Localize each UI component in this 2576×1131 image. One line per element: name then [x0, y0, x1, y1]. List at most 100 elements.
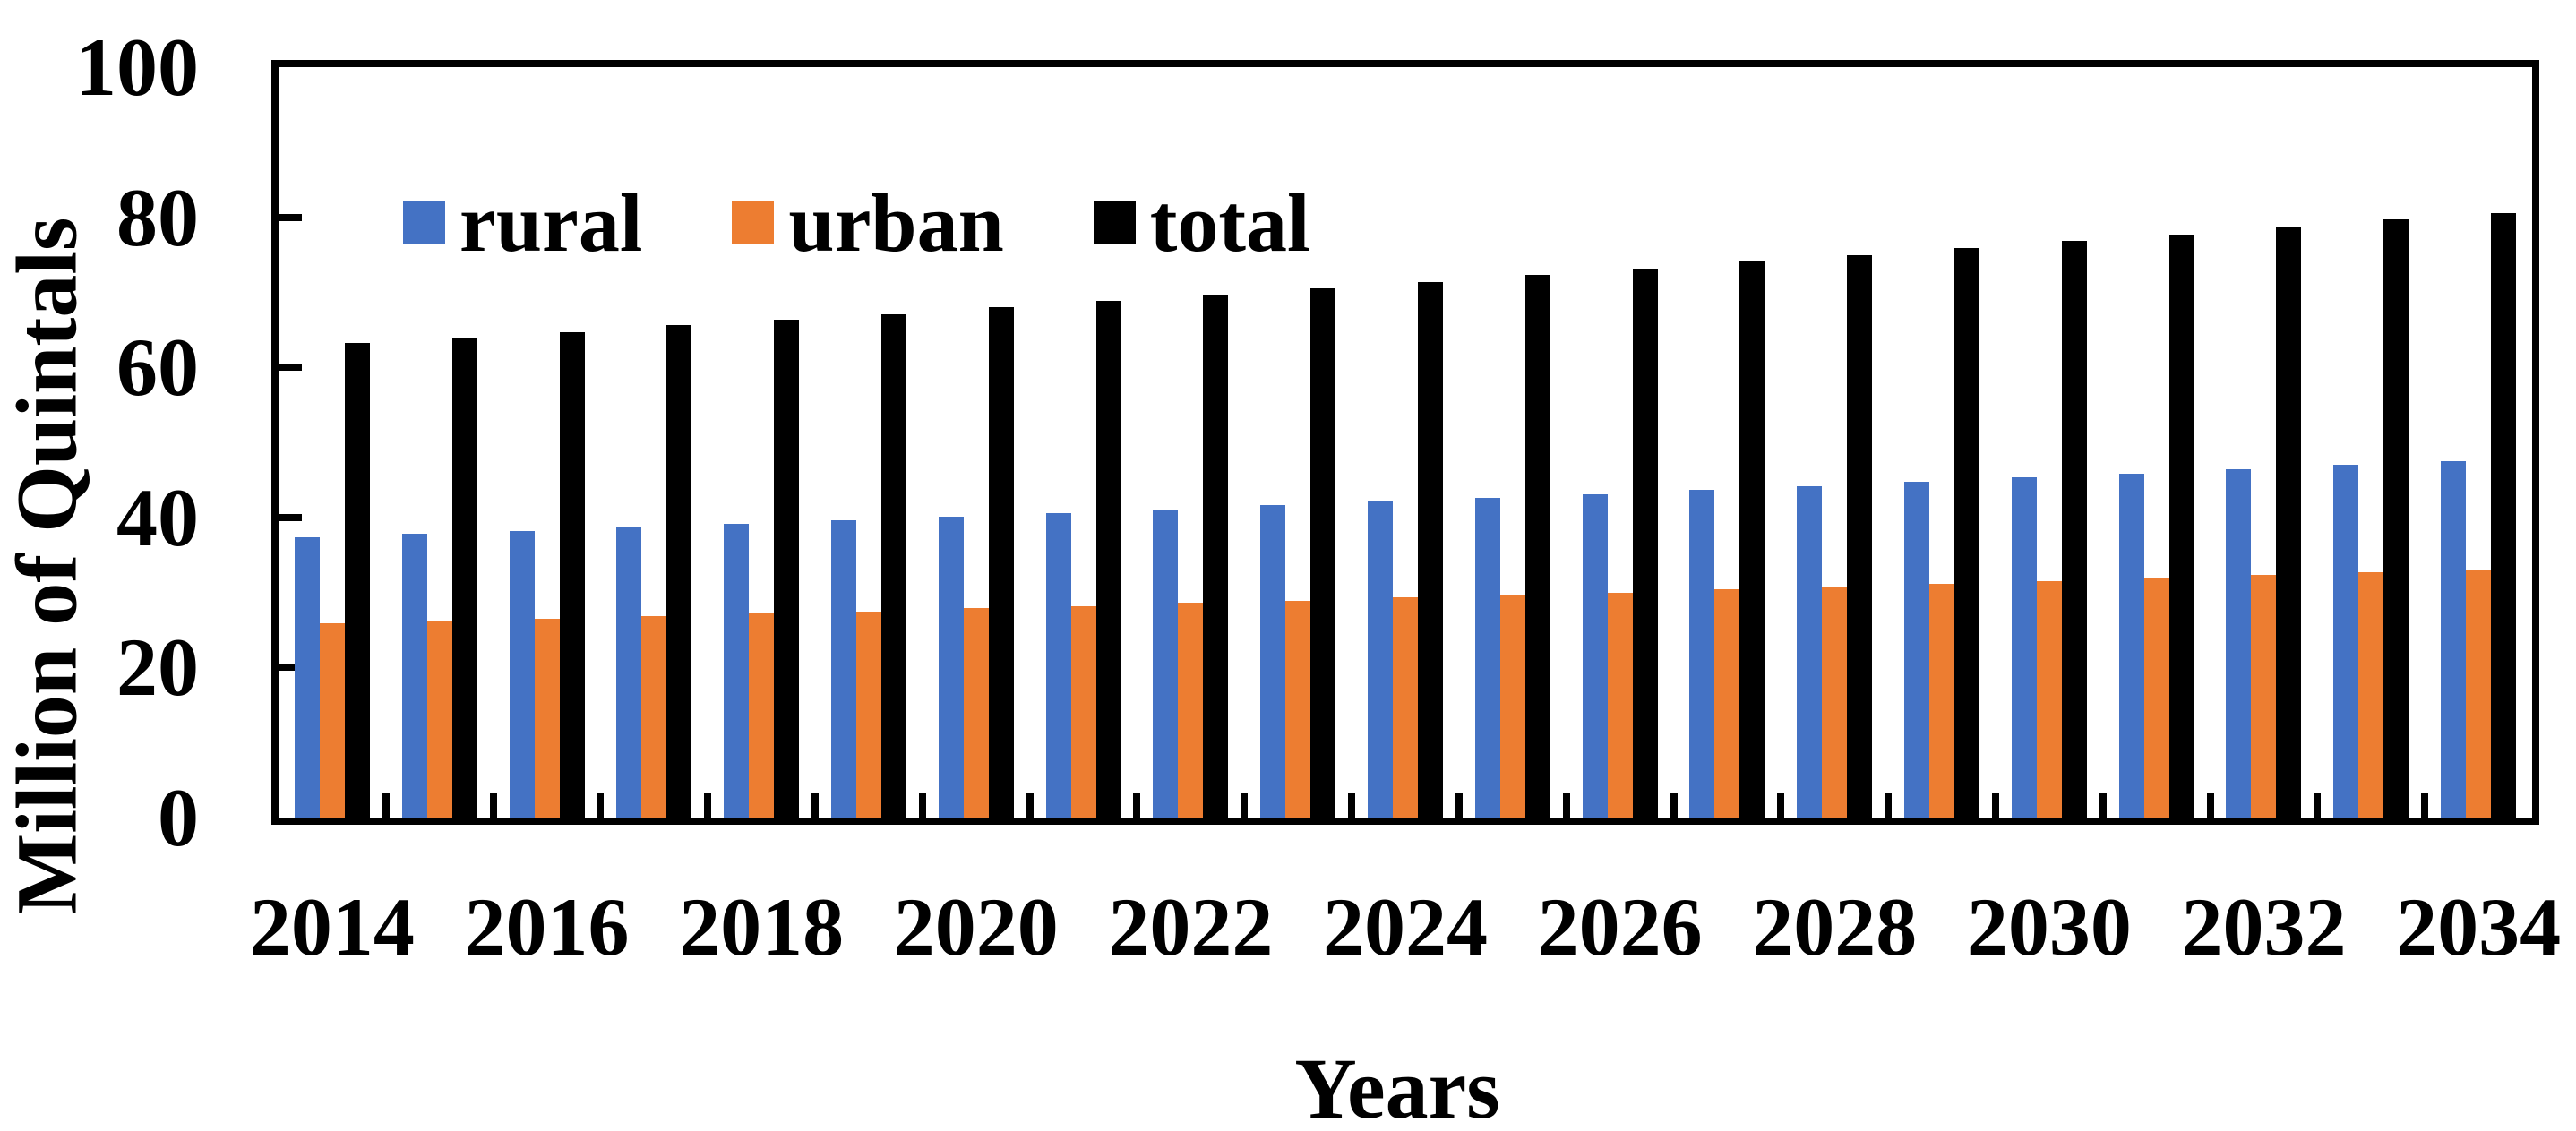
- x-tick-mark-5: [811, 793, 820, 818]
- bar-urban-2033: [2358, 571, 2384, 818]
- plot-area: [271, 60, 2539, 825]
- legend-item-rural: rural: [403, 180, 642, 266]
- bar-total-2029: [1954, 247, 1980, 818]
- x-tick-label-2020: 2020: [893, 881, 1059, 972]
- x-tick-mark-9: [1241, 793, 1249, 818]
- bar-rural-2019: [830, 520, 856, 818]
- x-tick-mark-1: [382, 793, 390, 818]
- legend-label-urban: urban: [788, 177, 1004, 269]
- x-tick-label-2018: 2018: [679, 881, 845, 972]
- bar-urban-2014: [319, 622, 345, 818]
- bar-total-2020: [988, 307, 1014, 818]
- bar-urban-2019: [855, 611, 881, 818]
- x-tick-label-2022: 2022: [1108, 881, 1274, 972]
- y-tick-label-20: 20: [116, 621, 199, 714]
- bar-total-2026: [1632, 269, 1658, 818]
- y-tick-label-40: 40: [116, 471, 199, 563]
- bar-total-2027: [1739, 261, 1765, 818]
- bar-total-2033: [2383, 219, 2409, 818]
- bar-urban-2025: [1499, 595, 1525, 818]
- x-tick-mark-3: [597, 793, 605, 818]
- x-tick-mark-20: [2421, 793, 2429, 818]
- x-tick-mark-16: [1991, 793, 1999, 818]
- bar-urban-2016: [534, 618, 560, 818]
- bar-rural-2032: [2226, 469, 2252, 818]
- bar-total-2018: [774, 319, 800, 818]
- bar-rural-2023: [1260, 505, 1286, 818]
- x-tick-mark-12: [1562, 793, 1570, 818]
- legend-swatch-rural-icon: [403, 201, 445, 244]
- x-tick-mark-15: [1885, 793, 1893, 818]
- x-tick-mark-17: [2099, 793, 2107, 818]
- bar-urban-2024: [1393, 597, 1418, 818]
- x-tick-mark-11: [1455, 793, 1463, 818]
- bar-urban-2021: [1070, 605, 1096, 818]
- bar-urban-2018: [749, 613, 775, 818]
- bar-total-2030: [2061, 241, 2087, 818]
- bar-urban-2030: [2036, 581, 2062, 818]
- x-axis-title: Years: [1294, 1041, 1500, 1131]
- x-tick-mark-10: [1348, 793, 1356, 818]
- bar-urban-2015: [426, 621, 452, 818]
- bar-rural-2022: [1153, 509, 1179, 818]
- x-tick-mark-8: [1133, 793, 1141, 818]
- bar-rural-2026: [1582, 493, 1608, 818]
- y-tick-mark-80: [279, 213, 302, 221]
- bar-total-2031: [2168, 234, 2194, 818]
- legend: rural urban total: [403, 180, 1310, 266]
- x-tick-label-2014: 2014: [249, 881, 415, 972]
- legend-swatch-total-icon: [1093, 201, 1136, 244]
- bar-total-2017: [666, 325, 692, 818]
- bar-total-2016: [559, 331, 585, 818]
- bar-urban-2023: [1285, 600, 1311, 818]
- bar-urban-2034: [2466, 569, 2492, 818]
- bar-urban-2032: [2251, 575, 2277, 818]
- bar-urban-2031: [2143, 578, 2169, 818]
- bar-urban-2029: [1929, 583, 1955, 818]
- legend-item-urban: urban: [732, 177, 1004, 269]
- legend-item-total: total: [1093, 177, 1310, 269]
- x-tick-mark-13: [1670, 793, 1678, 818]
- bar-total-2032: [2276, 227, 2302, 818]
- bar-rural-2021: [1045, 512, 1071, 818]
- bar-rural-2020: [938, 516, 964, 818]
- legend-label-rural: rural: [459, 177, 643, 269]
- x-tick-mark-14: [1777, 793, 1785, 818]
- bar-rural-2015: [401, 534, 427, 818]
- bar-rural-2031: [2118, 474, 2144, 818]
- bar-rural-2024: [1368, 501, 1393, 818]
- bar-urban-2017: [641, 615, 667, 818]
- x-tick-label-2028: 2028: [1752, 881, 1918, 972]
- x-tick-mark-18: [2206, 793, 2214, 818]
- y-tick-label-60: 60: [116, 321, 199, 414]
- bar-rural-2016: [509, 530, 535, 818]
- bar-total-2024: [1418, 281, 1443, 818]
- x-tick-label-2032: 2032: [2181, 881, 2347, 972]
- y-tick-mark-20: [279, 664, 302, 672]
- bar-urban-2028: [1822, 586, 1848, 818]
- bar-rural-2034: [2441, 460, 2467, 818]
- x-tick-mark-19: [2314, 793, 2322, 818]
- bar-urban-2020: [963, 608, 989, 818]
- bar-total-2025: [1524, 275, 1550, 818]
- bar-rural-2014: [294, 537, 320, 818]
- legend-swatch-urban-icon: [732, 201, 775, 244]
- x-tick-label-2030: 2030: [1966, 881, 2132, 972]
- bar-total-2022: [1203, 294, 1229, 818]
- x-tick-mark-4: [704, 793, 712, 818]
- bar-rural-2017: [616, 527, 642, 818]
- x-tick-label-2016: 2016: [464, 881, 630, 972]
- bar-rural-2027: [1689, 489, 1715, 818]
- y-tick-label-0: 0: [158, 772, 199, 863]
- legend-label-total: total: [1149, 177, 1310, 269]
- bar-rural-2029: [1904, 482, 1930, 818]
- bar-rural-2030: [2011, 477, 2037, 818]
- plot-inner: [279, 67, 2532, 818]
- bar-total-2023: [1310, 288, 1336, 818]
- bar-urban-2026: [1607, 592, 1633, 818]
- x-tick-label-2024: 2024: [1323, 881, 1488, 972]
- bar-urban-2022: [1178, 603, 1204, 818]
- x-tick-mark-7: [1026, 793, 1034, 818]
- y-tick-label-100: 100: [75, 21, 199, 113]
